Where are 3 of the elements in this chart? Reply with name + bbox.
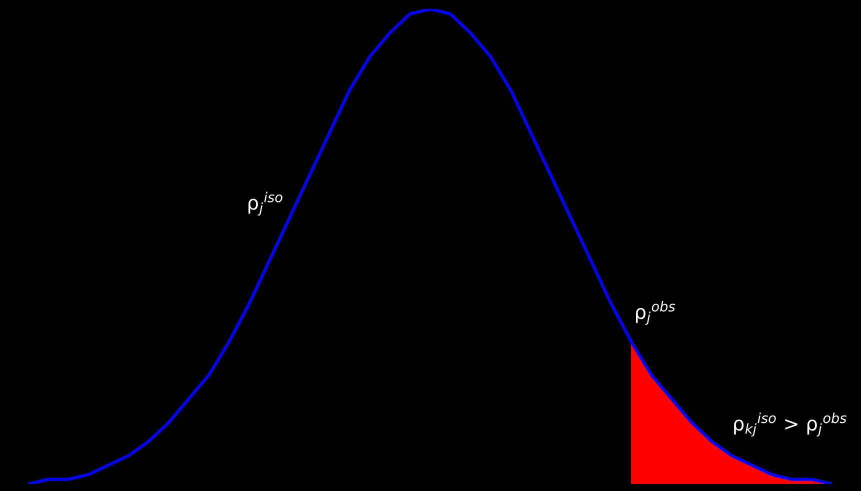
annotation: ρ$_{j}$$^{iso}$ bbox=[248, 192, 282, 216]
annotation: ρ$_{j}$$^{obs}$ bbox=[636, 301, 676, 325]
annotation: ρ$_{kj}$$^{iso}$ > ρ$_{j}$$^{obs}$ bbox=[734, 412, 846, 436]
